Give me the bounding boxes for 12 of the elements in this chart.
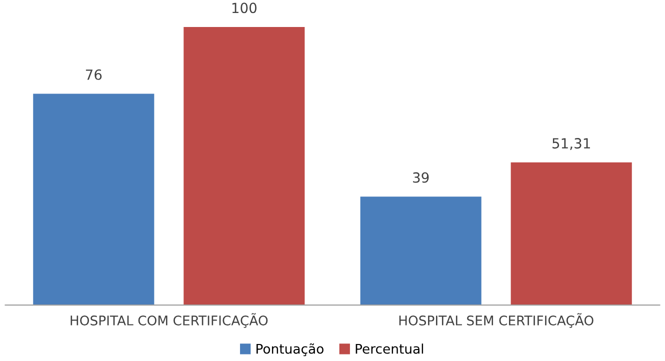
data-label: 39 (413, 172, 429, 183)
legend-label: Percentual (356, 344, 424, 354)
bar (184, 26, 305, 306)
bar (510, 162, 632, 306)
x-tick-label: HOSPITAL COM CERTIFICAÇÃO (70, 313, 268, 328)
bar (33, 94, 154, 306)
bar (360, 196, 482, 306)
legend-label: Pontuação (256, 343, 324, 356)
data-label: 100 (232, 2, 256, 14)
x-tick-label: HOSPITAL SEM CERTIFICAÇÃO (399, 313, 594, 328)
data-label: 76 (86, 69, 102, 80)
data-label: 51,31 (552, 138, 590, 150)
